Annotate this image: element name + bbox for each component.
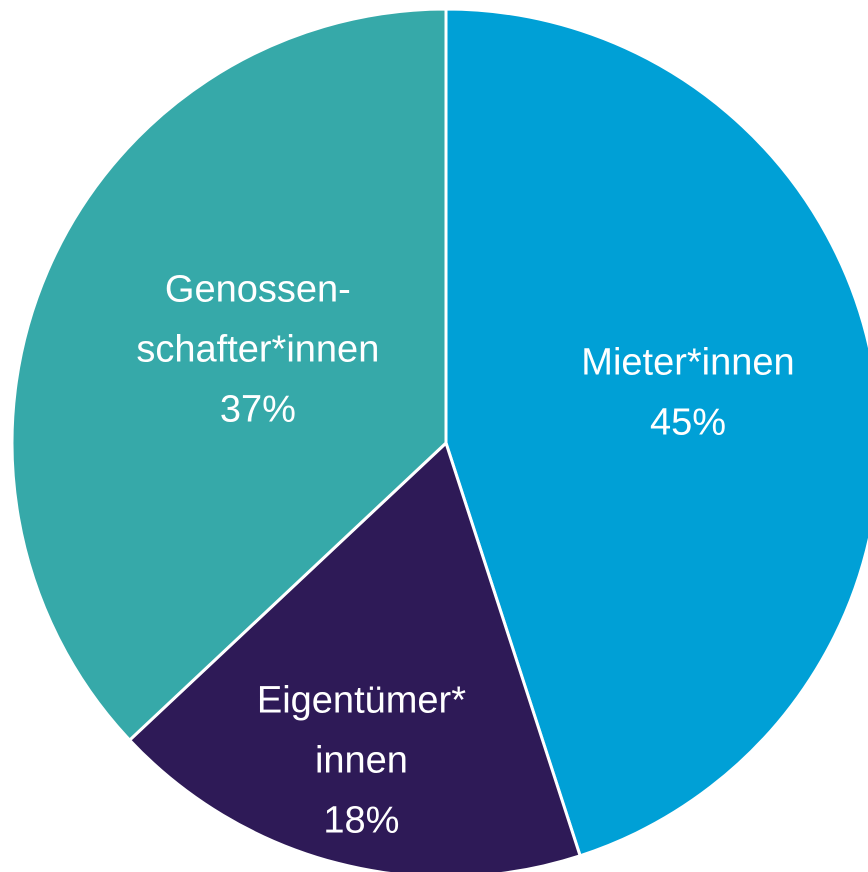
- slice-label: Eigentümer* innen: [257, 679, 466, 781]
- slice-label: Mieter*innen: [581, 342, 794, 384]
- slice-label-line: Genossen-: [165, 269, 351, 311]
- pie-slice: [10, 7, 448, 743]
- pie-slice: [127, 440, 583, 872]
- slice-label-line: Mieter*innen: [581, 342, 794, 384]
- slice-label-line: schafter*innen: [136, 329, 379, 371]
- slice-label-line: innen: [315, 739, 408, 781]
- slice-value-label: 37%: [220, 389, 296, 431]
- pie-slice: [444, 7, 868, 858]
- slice-value-label: 18%: [323, 799, 399, 841]
- slice-label-line: Eigentümer*: [257, 679, 466, 721]
- slice-label: Genossen-schafter*innen: [136, 269, 379, 371]
- slice-value-label: 45%: [650, 402, 726, 444]
